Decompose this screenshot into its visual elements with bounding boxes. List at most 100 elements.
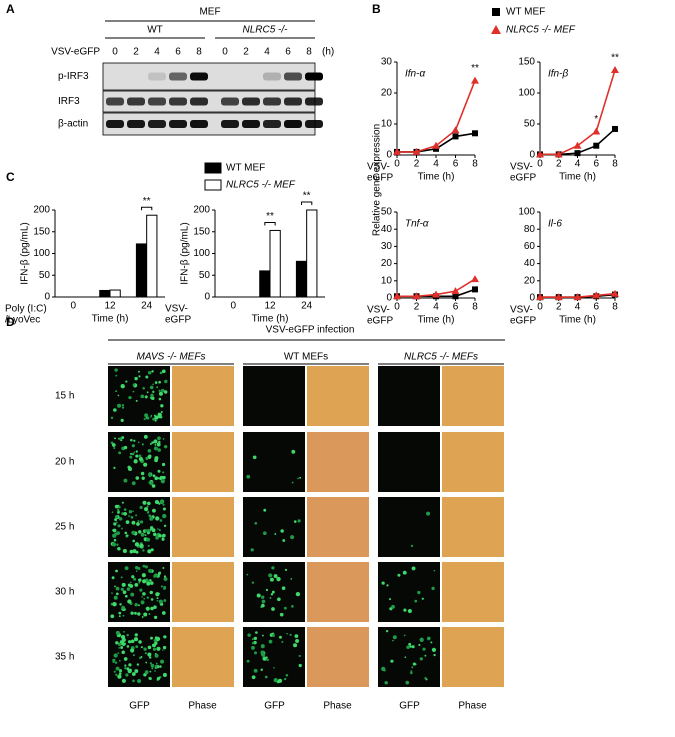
gfp-cell [273, 666, 275, 669]
gfp-cell [115, 592, 119, 596]
x-tick-label: 8 [472, 302, 478, 313]
gfp-cell [121, 501, 124, 504]
gfp-cell [115, 666, 120, 671]
gfp-cell [391, 604, 395, 609]
chart-title: Ifn-β [548, 69, 568, 80]
gfp-cell [263, 508, 267, 512]
phase-texture [307, 562, 369, 622]
gfp-cell [154, 652, 157, 655]
gfp-cell [152, 417, 156, 421]
gfp-cell [134, 669, 139, 673]
gfp-cell [154, 653, 159, 658]
gfp-cell [154, 670, 156, 672]
x-tick-label: 12 [104, 301, 116, 312]
gfp-cell [114, 515, 119, 519]
gfp-cell [143, 597, 146, 600]
gfp-cell [130, 639, 135, 644]
phase-texture [307, 627, 369, 687]
gfp-cell [149, 385, 154, 390]
y-tick-label: 40 [381, 224, 393, 235]
gfp-cell [122, 590, 127, 595]
band [284, 120, 302, 128]
gfp-cell [156, 646, 161, 651]
gfp-cell [411, 566, 416, 571]
row-label: 25 h [55, 522, 74, 533]
phase-image [172, 366, 234, 426]
x-tick-label: 8 [472, 159, 478, 170]
gfp-image [243, 432, 305, 492]
bracket [301, 201, 313, 205]
gfp-cell [125, 673, 129, 677]
gfp-cell [251, 638, 254, 641]
gfp-cell [142, 579, 147, 584]
band [169, 72, 187, 81]
gfp-cell [247, 633, 251, 637]
gfp-cell [115, 390, 118, 393]
x-tick-label: 6 [593, 159, 599, 170]
y-tick-label: 20 [381, 88, 393, 99]
gfp-cell [140, 600, 145, 605]
bar [109, 289, 121, 298]
phase-texture [442, 627, 504, 687]
annotation: ** [471, 63, 479, 74]
gfp-cell [113, 466, 116, 470]
band [305, 120, 323, 128]
gfp-cell [162, 513, 167, 519]
gfp-cell [146, 391, 149, 394]
gfp-cell [253, 636, 258, 641]
gfp-cell [142, 564, 146, 568]
gfp-cell [115, 505, 118, 508]
gfp-cell [278, 635, 282, 639]
gfp-cell [110, 416, 114, 420]
gfp-cell [135, 514, 138, 517]
lane-label: 4 [264, 47, 270, 58]
bracket [264, 221, 276, 226]
gfp-cell [143, 462, 148, 467]
row-label: eGFP [510, 173, 536, 184]
gfp-cell [115, 630, 120, 635]
gfp-cell [262, 531, 267, 536]
x-tick-label: 0 [537, 302, 543, 313]
bar [306, 209, 318, 298]
gfp-cell [123, 511, 128, 516]
gfp-cell [120, 576, 123, 579]
row-label: VSV- [165, 304, 188, 315]
gfp-cell [424, 654, 427, 657]
gfp-cell [149, 670, 152, 673]
gfp-cell [143, 418, 146, 421]
gfp-cell [133, 439, 136, 442]
gfp-cell [116, 531, 121, 535]
bar [146, 214, 158, 298]
gfp-cell [409, 645, 412, 648]
y-axis-label: IFN-β (pg/mL) [180, 222, 191, 284]
gfp-cell [152, 647, 157, 651]
gfp-cell [426, 511, 431, 516]
gfp-cell [124, 531, 128, 535]
gfp-cell [147, 501, 151, 506]
column-label: Phase [458, 701, 487, 712]
gfp-cell [120, 587, 124, 591]
gfp-cell [295, 638, 300, 643]
band [169, 120, 187, 128]
gfp-cell [411, 666, 414, 669]
y-tick-label: 30 [381, 241, 393, 252]
gfp-cell [430, 641, 433, 644]
gfp-cell [132, 549, 137, 554]
gfp-cell [145, 417, 148, 419]
marker [472, 130, 478, 137]
gfp-cell [137, 604, 140, 607]
y-tick-label: 0 [386, 150, 392, 161]
column-label: GFP [129, 701, 150, 712]
gfp-cell [392, 639, 394, 642]
x-tick-label: 4 [433, 159, 439, 170]
y-tick-label: 0 [386, 293, 392, 304]
band [127, 97, 145, 106]
marker [452, 133, 459, 140]
gfp-cell [137, 568, 140, 570]
gfp-cell [127, 466, 133, 471]
gfp-cell [419, 657, 423, 661]
band [148, 120, 166, 128]
gfp-cell [153, 446, 158, 451]
marker [554, 293, 563, 301]
gfp-cell [150, 598, 154, 601]
